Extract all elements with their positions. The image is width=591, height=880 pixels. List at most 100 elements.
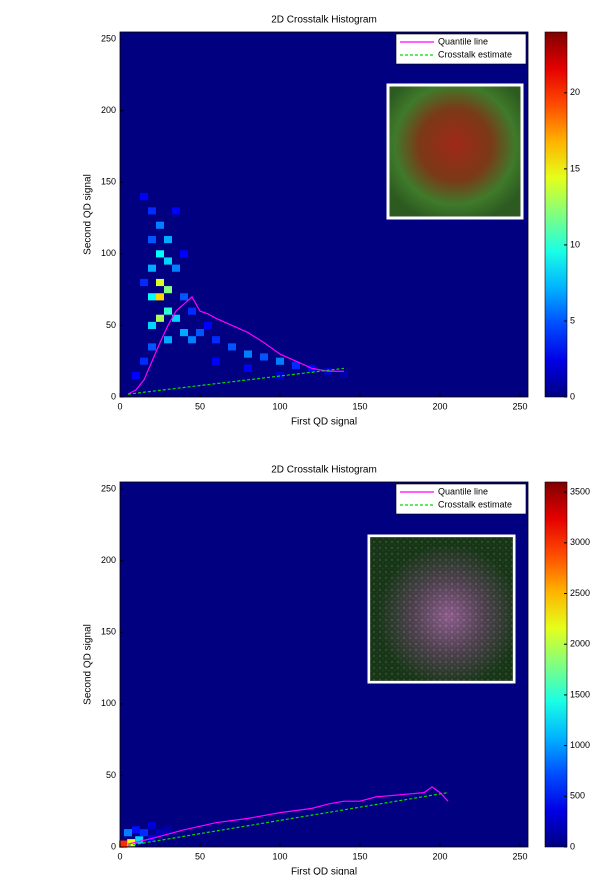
heatmap-cell — [164, 826, 172, 834]
colorbar-tick-label: 2500 — [570, 588, 590, 598]
heatmap-cell — [140, 193, 148, 201]
x-tick-label: 150 — [352, 401, 367, 411]
y-axis-label: Second QD signal — [83, 174, 94, 255]
colorbar — [544, 481, 568, 848]
x-tick-label: 100 — [272, 851, 287, 861]
legend-box — [395, 33, 527, 65]
heatmap-cell — [124, 829, 132, 837]
axes-frame — [119, 481, 529, 848]
colorbar-tick-label: 3000 — [570, 537, 590, 547]
heatmap-cell — [292, 361, 300, 370]
heatmap-cell — [260, 353, 268, 361]
axes-frame — [119, 31, 529, 398]
y-tick-label: 0 — [111, 391, 116, 401]
heatmap-cell — [140, 829, 148, 837]
y-tick-label: 250 — [101, 34, 116, 44]
heatmap-cell — [164, 257, 172, 265]
heatmap-cell — [148, 264, 156, 272]
colorbar-tick-label: 1000 — [570, 740, 590, 750]
inset-overlay — [370, 537, 513, 681]
colorbar-tick-label: 1500 — [570, 689, 590, 699]
heatmap-cell — [172, 264, 180, 272]
colorbar-tick-label: 500 — [570, 791, 585, 801]
x-tick-label: 250 — [512, 401, 527, 411]
legend-label: Crosstalk estimate — [438, 499, 512, 509]
heatmap-cell — [180, 250, 188, 258]
series-line — [127, 367, 345, 395]
colorbar-tick-label: 0 — [570, 391, 575, 401]
heatmap-cell — [156, 314, 164, 322]
y-tick-label: 50 — [106, 770, 116, 780]
heatmap-cell — [172, 314, 180, 322]
heatmap-cell — [180, 293, 188, 301]
legend-box — [395, 483, 527, 515]
heatmap-cell — [244, 350, 252, 358]
chart-title: 2D Crosstalk Histogram — [271, 15, 377, 26]
colorbar-tick-label: 3500 — [570, 487, 590, 497]
legend-label: Quantile line — [438, 486, 488, 496]
heatmap-cell — [132, 826, 140, 834]
heatmap-cell — [140, 278, 148, 287]
x-axis-label: First QD signal — [291, 867, 357, 875]
heatmap-cell — [340, 370, 348, 378]
colorbar-tick-label: 20 — [570, 87, 580, 97]
heatmap-cell — [156, 293, 164, 301]
series-line — [127, 792, 449, 847]
heatmap-cell — [127, 839, 136, 847]
y-tick-label: 200 — [101, 105, 116, 115]
heatmap-cell — [164, 235, 172, 244]
heatmap-cell — [164, 286, 172, 294]
colorbar-tick-label: 0 — [570, 841, 575, 851]
heatmap-cell — [244, 364, 252, 372]
inset-micrograph — [386, 83, 524, 220]
heatmap-cell — [156, 278, 164, 287]
heatmap-cell — [156, 250, 164, 258]
heatmap-cell — [148, 343, 156, 351]
heatmap-cell — [172, 207, 180, 215]
heatmap-cell — [148, 293, 156, 301]
y-tick-label: 100 — [101, 698, 116, 708]
y-tick-label: 150 — [101, 177, 116, 187]
x-axis-label: First QD signal — [291, 417, 357, 428]
heatmap-cell — [119, 840, 128, 848]
inset-image — [367, 83, 524, 684]
colorbar — [544, 31, 568, 398]
heatmap-cell — [132, 371, 140, 380]
chart-title: 2D Crosstalk Histogram — [271, 465, 377, 476]
y-axis-label: Second QD signal — [83, 624, 94, 705]
heatmap-cell — [196, 329, 204, 337]
colorbar-tick-label: 2000 — [570, 639, 590, 649]
y-tick-label: 0 — [111, 841, 116, 851]
heatmap-cell — [276, 371, 284, 380]
x-tick-label: 200 — [432, 851, 447, 861]
y-tick-label: 250 — [101, 484, 116, 494]
heatmap-cell — [188, 336, 196, 344]
x-tick-label: 150 — [352, 851, 367, 861]
heatmap-cell — [212, 336, 220, 344]
heatmap-cell — [148, 821, 156, 830]
heatmap-cell — [188, 307, 196, 315]
heatmap-cell — [148, 235, 156, 244]
x-tick-label: 0 — [117, 401, 122, 411]
series-line — [127, 295, 344, 395]
heatmap-cell — [212, 357, 220, 365]
heatmap-cell — [164, 307, 172, 315]
colorbar-tick-label: 15 — [570, 163, 580, 173]
heatmap-cell — [164, 336, 172, 344]
heatmap-cell — [148, 321, 156, 330]
x-tick-label: 50 — [195, 401, 205, 411]
legend-label: Crosstalk estimate — [438, 49, 512, 59]
colorbar-tick-label: 5 — [570, 315, 575, 325]
y-tick-label: 50 — [106, 320, 116, 330]
heatmap-cell — [204, 321, 212, 330]
heatmap-cell — [228, 343, 236, 351]
y-tick-label: 200 — [101, 555, 116, 565]
heatmap-cell — [135, 836, 144, 844]
x-tick-label: 0 — [117, 851, 122, 861]
x-tick-label: 100 — [272, 401, 287, 411]
heatmap-cell — [156, 221, 164, 229]
heatmap-cell — [156, 829, 164, 837]
series-line — [127, 786, 449, 845]
heatmap-cell — [148, 207, 156, 215]
y-tick-label: 150 — [101, 627, 116, 637]
